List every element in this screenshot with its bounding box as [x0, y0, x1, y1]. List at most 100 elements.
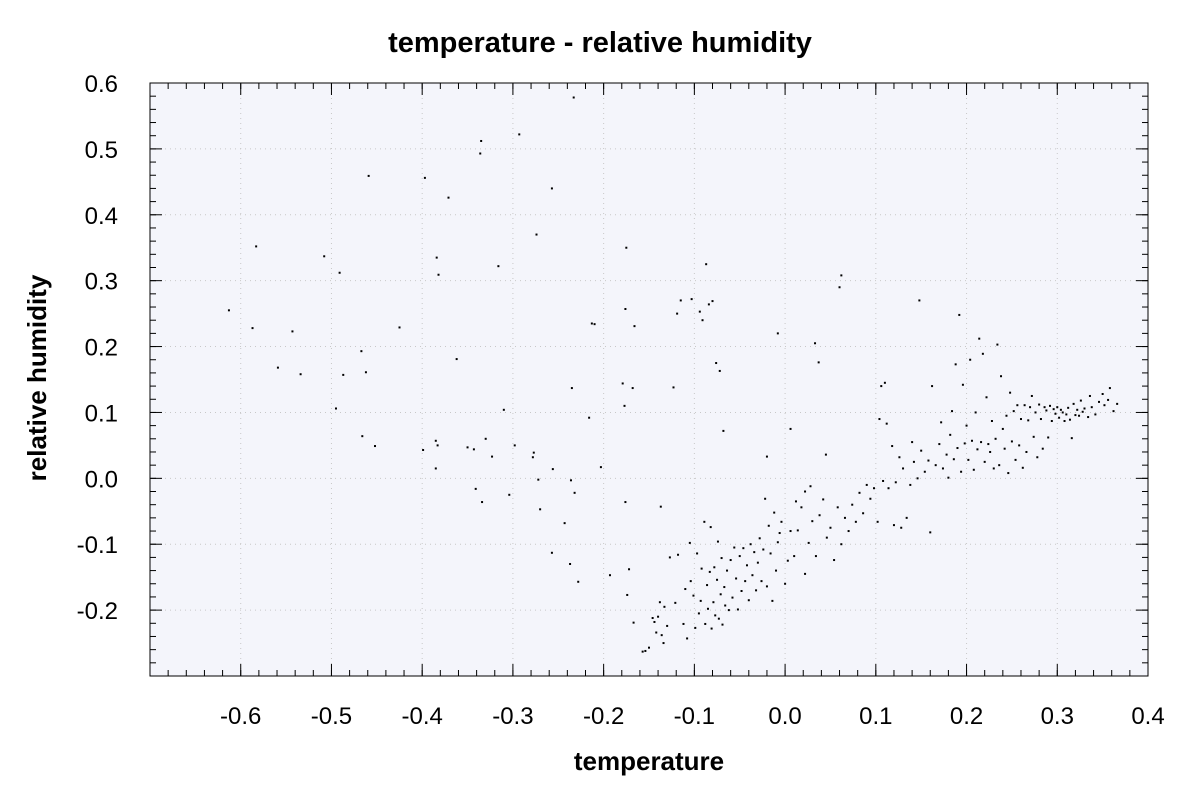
data-point: [684, 588, 687, 591]
data-point: [686, 637, 689, 640]
data-point: [1107, 398, 1110, 401]
data-point: [958, 313, 961, 316]
data-point: [694, 626, 697, 629]
data-point: [1065, 413, 1068, 416]
data-point: [1112, 410, 1115, 413]
data-point: [1103, 404, 1106, 407]
data-point: [985, 396, 988, 399]
data-point: [773, 511, 776, 514]
data-point: [824, 453, 827, 456]
data-point: [760, 580, 763, 583]
data-point: [818, 514, 821, 517]
data-point: [800, 506, 803, 509]
data-point: [1014, 458, 1017, 461]
data-point: [794, 500, 797, 503]
data-point: [965, 424, 968, 427]
data-point: [632, 621, 635, 624]
data-point: [1030, 394, 1033, 397]
data-point: [569, 479, 572, 482]
data-point: [765, 455, 768, 458]
data-point: [1036, 456, 1039, 459]
data-point: [929, 531, 932, 534]
data-point: [633, 325, 636, 328]
data-point: [1001, 427, 1004, 430]
data-point: [956, 447, 959, 450]
data-point: [1049, 404, 1052, 407]
data-point: [814, 555, 817, 558]
data-point: [1034, 411, 1037, 414]
data-point: [663, 605, 666, 608]
data-point: [764, 497, 767, 500]
data-point: [437, 273, 440, 276]
data-point: [744, 580, 747, 583]
data-point: [775, 569, 778, 572]
data-point: [923, 470, 926, 473]
data-point: [455, 358, 458, 361]
data-point: [497, 265, 500, 268]
data-point: [793, 555, 796, 558]
data-point: [1074, 414, 1077, 417]
data-point: [755, 589, 758, 592]
data-point: [474, 487, 477, 490]
data-point: [1038, 403, 1041, 406]
data-point: [873, 487, 876, 490]
data-point: [708, 570, 711, 573]
data-point: [978, 337, 981, 340]
data-point: [960, 470, 963, 473]
data-point: [976, 448, 979, 451]
x-axis-label: temperature: [574, 746, 724, 776]
data-point: [758, 537, 761, 540]
data-point: [940, 421, 943, 424]
data-point: [513, 444, 516, 447]
data-point: [599, 466, 602, 469]
data-point: [771, 599, 774, 602]
data-point: [814, 342, 817, 345]
data-point: [570, 387, 573, 390]
plot-area: [149, 82, 1149, 677]
data-point: [551, 468, 554, 471]
data-point: [817, 361, 820, 364]
data-point: [981, 352, 984, 355]
data-point: [648, 646, 650, 649]
data-point: [360, 350, 363, 353]
data-point: [1009, 391, 1012, 394]
data-point: [655, 631, 658, 634]
data-point: [927, 459, 930, 462]
data-point: [677, 553, 680, 556]
data-point: [716, 540, 719, 543]
data-point: [836, 506, 839, 509]
data-point: [714, 614, 717, 617]
data-point: [666, 624, 669, 627]
data-point: [1032, 435, 1035, 438]
y-axis-label: relative humidity: [22, 274, 52, 481]
data-point: [931, 385, 934, 388]
data-point: [1007, 472, 1010, 475]
data-point: [1003, 447, 1006, 450]
data-point: [1078, 414, 1081, 417]
data-point: [747, 599, 750, 602]
data-point: [972, 468, 975, 471]
data-point: [916, 477, 919, 480]
data-point: [909, 483, 912, 486]
x-tick-label: 0.0: [768, 703, 801, 730]
data-point: [644, 649, 647, 652]
data-point: [593, 323, 596, 326]
data-point: [833, 559, 836, 562]
data-point: [1021, 466, 1024, 469]
x-tick-label: -0.6: [220, 703, 261, 730]
data-point: [1041, 447, 1044, 450]
data-point: [736, 608, 739, 611]
data-point: [954, 363, 957, 366]
data-point: [251, 327, 254, 330]
data-point: [537, 478, 540, 481]
data-point: [1029, 406, 1032, 409]
y-tick-label: 0.1: [85, 400, 118, 427]
data-points: [227, 96, 1119, 653]
data-point: [374, 445, 377, 448]
data-point: [900, 526, 903, 529]
data-point: [891, 445, 894, 448]
data-point: [1000, 375, 1003, 378]
data-point: [1116, 402, 1119, 405]
data-point: [1068, 418, 1071, 421]
data-point: [967, 458, 970, 461]
